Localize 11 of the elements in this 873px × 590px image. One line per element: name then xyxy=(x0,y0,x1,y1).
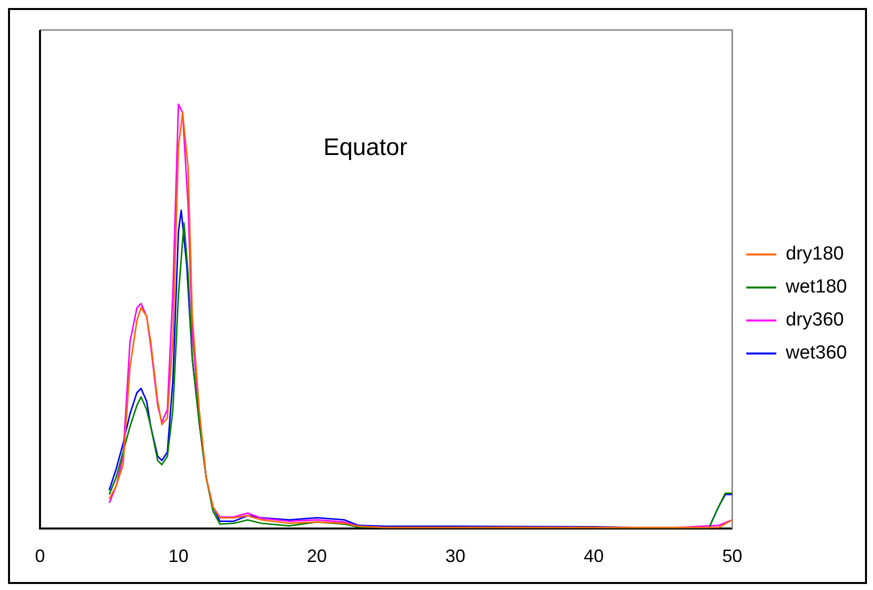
x-tick-label: 30 xyxy=(445,546,466,566)
x-tick-label: 50 xyxy=(722,546,742,566)
x-tick-label: 40 xyxy=(584,546,604,566)
legend-label: wet180 xyxy=(784,276,848,298)
legend-label: dry180 xyxy=(786,244,844,265)
x-tick-label: 0 xyxy=(34,546,46,566)
x-tick-label: 20 xyxy=(306,546,327,566)
annotation: Equator xyxy=(323,134,408,161)
x-tick-label: 10 xyxy=(168,546,188,566)
legend-label: wet360 xyxy=(784,342,848,364)
legend-label: dry360 xyxy=(786,310,844,331)
